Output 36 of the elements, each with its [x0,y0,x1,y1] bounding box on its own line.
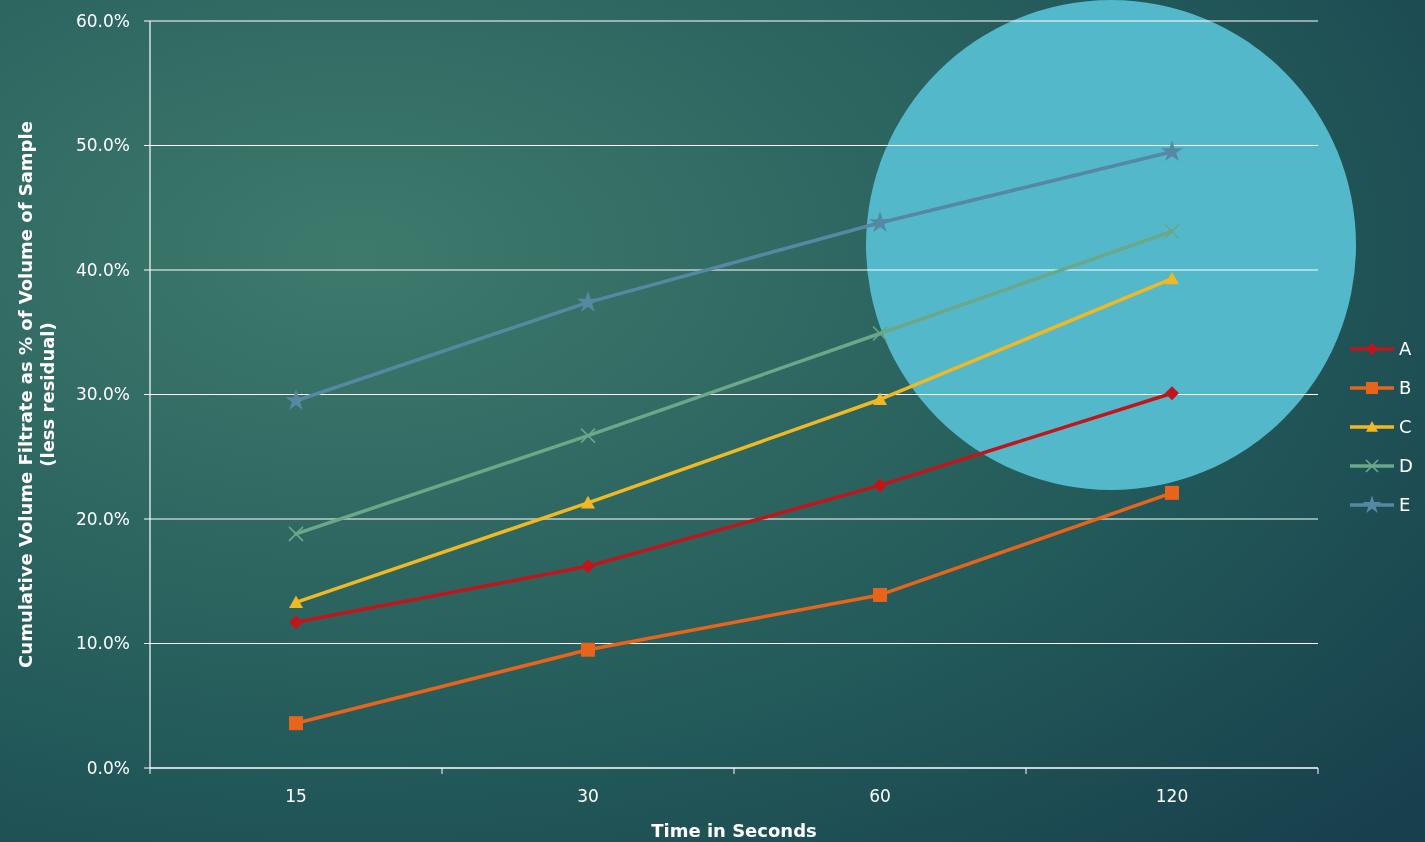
point [289,595,303,609]
x-tick-label: 120 [1155,786,1189,806]
x-tick-label: 60 [869,786,891,806]
point [872,325,888,342]
point [581,642,595,657]
legend-label: D [1399,455,1413,477]
point [1165,271,1179,285]
legend-label: E [1399,494,1411,516]
point [580,427,596,444]
y-tick-label: 50.0% [75,135,130,156]
point [288,526,304,542]
legend-label: A [1399,338,1412,360]
point [1165,386,1179,401]
legend-label: B [1399,377,1412,399]
y-tick-label: 10.0% [75,633,130,654]
point [581,495,595,509]
y-tick-label: 40.0% [75,259,130,280]
point [581,559,595,574]
point [1161,140,1183,161]
y-tick-label: 30.0% [75,384,130,405]
point [873,392,887,406]
point [873,478,887,493]
point [873,587,887,602]
x-axis-title: Time in Seconds [651,820,817,841]
point [1164,223,1180,240]
y-axis-title: Cumulative Volume Filtrate as % of Volume of Sample (less residual) [15,121,58,668]
point [577,290,599,312]
point [289,615,303,630]
point [289,716,303,731]
x-tick-label: 30 [577,786,599,806]
y-tick-label: 0.0% [86,757,130,778]
y-tick-label: 20.0% [75,508,130,529]
y-tick-label: 60.0% [75,10,130,31]
point [1165,485,1179,500]
x-tick-label: 15 [285,786,307,806]
legend-label: C [1399,416,1412,438]
